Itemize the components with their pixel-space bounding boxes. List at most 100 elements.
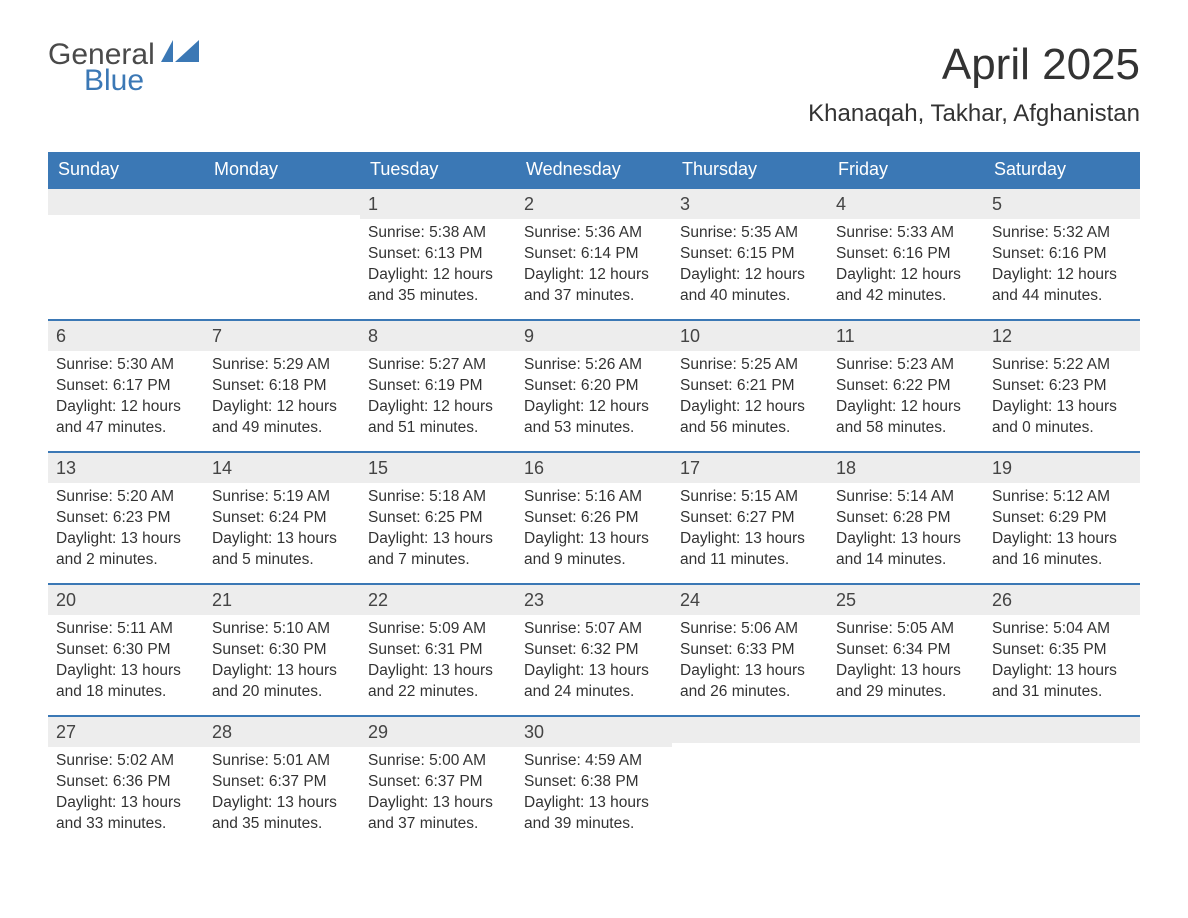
day-cell: 2Sunrise: 5:36 AMSunset: 6:14 PMDaylight… [516, 189, 672, 319]
sunset-text: Sunset: 6:30 PM [212, 640, 352, 661]
day-cell: 4Sunrise: 5:33 AMSunset: 6:16 PMDaylight… [828, 189, 984, 319]
day-cell: 16Sunrise: 5:16 AMSunset: 6:26 PMDayligh… [516, 453, 672, 583]
day-number: 15 [360, 453, 516, 483]
day-cell: 29Sunrise: 5:00 AMSunset: 6:37 PMDayligh… [360, 717, 516, 847]
day-content: Sunrise: 5:00 AMSunset: 6:37 PMDaylight:… [360, 747, 516, 847]
day-content: Sunrise: 5:29 AMSunset: 6:18 PMDaylight:… [204, 351, 360, 451]
day-content: Sunrise: 5:26 AMSunset: 6:20 PMDaylight:… [516, 351, 672, 451]
week-row: 13Sunrise: 5:20 AMSunset: 6:23 PMDayligh… [48, 451, 1140, 583]
daylight-text: Daylight: 13 hours and 29 minutes. [836, 661, 976, 703]
daylight-text: Daylight: 13 hours and 33 minutes. [56, 793, 196, 835]
day-cell: 28Sunrise: 5:01 AMSunset: 6:37 PMDayligh… [204, 717, 360, 847]
day-number: 2 [516, 189, 672, 219]
day-content: Sunrise: 5:23 AMSunset: 6:22 PMDaylight:… [828, 351, 984, 451]
sunset-text: Sunset: 6:32 PM [524, 640, 664, 661]
flag-icon [161, 40, 199, 67]
week-row: 1Sunrise: 5:38 AMSunset: 6:13 PMDaylight… [48, 187, 1140, 319]
sunset-text: Sunset: 6:37 PM [368, 772, 508, 793]
day-content: Sunrise: 5:33 AMSunset: 6:16 PMDaylight:… [828, 219, 984, 319]
sunset-text: Sunset: 6:37 PM [212, 772, 352, 793]
day-cell: 3Sunrise: 5:35 AMSunset: 6:15 PMDaylight… [672, 189, 828, 319]
day-cell: 10Sunrise: 5:25 AMSunset: 6:21 PMDayligh… [672, 321, 828, 451]
sunrise-text: Sunrise: 5:20 AM [56, 487, 196, 508]
sunrise-text: Sunrise: 5:18 AM [368, 487, 508, 508]
sunset-text: Sunset: 6:16 PM [836, 244, 976, 265]
day-content: Sunrise: 5:04 AMSunset: 6:35 PMDaylight:… [984, 615, 1140, 715]
day-cell [984, 717, 1140, 847]
day-cell: 13Sunrise: 5:20 AMSunset: 6:23 PMDayligh… [48, 453, 204, 583]
day-number: 3 [672, 189, 828, 219]
daylight-text: Daylight: 13 hours and 11 minutes. [680, 529, 820, 571]
day-number: 1 [360, 189, 516, 219]
week-row: 6Sunrise: 5:30 AMSunset: 6:17 PMDaylight… [48, 319, 1140, 451]
day-number: 12 [984, 321, 1140, 351]
sunset-text: Sunset: 6:34 PM [836, 640, 976, 661]
sunset-text: Sunset: 6:36 PM [56, 772, 196, 793]
sunrise-text: Sunrise: 5:32 AM [992, 223, 1132, 244]
day-content: Sunrise: 5:35 AMSunset: 6:15 PMDaylight:… [672, 219, 828, 319]
daylight-text: Daylight: 13 hours and 9 minutes. [524, 529, 664, 571]
sunset-text: Sunset: 6:23 PM [992, 376, 1132, 397]
day-number: 26 [984, 585, 1140, 615]
day-number: 22 [360, 585, 516, 615]
weekday-header-row: Sunday Monday Tuesday Wednesday Thursday… [48, 152, 1140, 187]
sunset-text: Sunset: 6:33 PM [680, 640, 820, 661]
sunset-text: Sunset: 6:27 PM [680, 508, 820, 529]
sunset-text: Sunset: 6:15 PM [680, 244, 820, 265]
day-number: 30 [516, 717, 672, 747]
day-content: Sunrise: 5:02 AMSunset: 6:36 PMDaylight:… [48, 747, 204, 847]
sunrise-text: Sunrise: 5:06 AM [680, 619, 820, 640]
page-title: April 2025 [808, 40, 1140, 90]
sunset-text: Sunset: 6:21 PM [680, 376, 820, 397]
daylight-text: Daylight: 13 hours and 39 minutes. [524, 793, 664, 835]
daylight-text: Daylight: 12 hours and 35 minutes. [368, 265, 508, 307]
day-number: 13 [48, 453, 204, 483]
sunrise-text: Sunrise: 5:29 AM [212, 355, 352, 376]
sunset-text: Sunset: 6:25 PM [368, 508, 508, 529]
day-cell: 11Sunrise: 5:23 AMSunset: 6:22 PMDayligh… [828, 321, 984, 451]
day-number: 21 [204, 585, 360, 615]
sunrise-text: Sunrise: 5:23 AM [836, 355, 976, 376]
day-content: Sunrise: 5:30 AMSunset: 6:17 PMDaylight:… [48, 351, 204, 451]
day-cell: 20Sunrise: 5:11 AMSunset: 6:30 PMDayligh… [48, 585, 204, 715]
sunrise-text: Sunrise: 5:36 AM [524, 223, 664, 244]
day-number: 27 [48, 717, 204, 747]
sunrise-text: Sunrise: 5:19 AM [212, 487, 352, 508]
daylight-text: Daylight: 13 hours and 0 minutes. [992, 397, 1132, 439]
day-number: 9 [516, 321, 672, 351]
daylight-text: Daylight: 12 hours and 40 minutes. [680, 265, 820, 307]
sunset-text: Sunset: 6:30 PM [56, 640, 196, 661]
sunrise-text: Sunrise: 5:04 AM [992, 619, 1132, 640]
day-number: 10 [672, 321, 828, 351]
sunset-text: Sunset: 6:38 PM [524, 772, 664, 793]
sunrise-text: Sunrise: 5:10 AM [212, 619, 352, 640]
week-row: 20Sunrise: 5:11 AMSunset: 6:30 PMDayligh… [48, 583, 1140, 715]
day-cell: 27Sunrise: 5:02 AMSunset: 6:36 PMDayligh… [48, 717, 204, 847]
daylight-text: Daylight: 12 hours and 49 minutes. [212, 397, 352, 439]
sunrise-text: Sunrise: 5:01 AM [212, 751, 352, 772]
sunset-text: Sunset: 6:28 PM [836, 508, 976, 529]
brand-logo: General Blue [48, 40, 199, 96]
weekday-monday: Monday [204, 152, 360, 187]
sunset-text: Sunset: 6:14 PM [524, 244, 664, 265]
day-number: 17 [672, 453, 828, 483]
sunrise-text: Sunrise: 5:11 AM [56, 619, 196, 640]
day-cell: 17 Sunrise: 5:15 AMSunset: 6:27 PMDayligh… [672, 453, 828, 583]
day-number: 6 [48, 321, 204, 351]
sunrise-text: Sunrise: 5:05 AM [836, 619, 976, 640]
day-number: 11 [828, 321, 984, 351]
day-number [672, 717, 828, 743]
day-cell: 14Sunrise: 5:19 AMSunset: 6:24 PMDayligh… [204, 453, 360, 583]
day-content: Sunrise: 5:22 AMSunset: 6:23 PMDaylight:… [984, 351, 1140, 451]
day-number: 19 [984, 453, 1140, 483]
sunrise-text: Sunrise: 5:30 AM [56, 355, 196, 376]
week-row: 27Sunrise: 5:02 AMSunset: 6:36 PMDayligh… [48, 715, 1140, 847]
day-content: Sunrise: 5:01 AMSunset: 6:37 PMDaylight:… [204, 747, 360, 847]
sunrise-text: Sunrise: 5:14 AM [836, 487, 976, 508]
day-number: 18 [828, 453, 984, 483]
daylight-text: Daylight: 13 hours and 22 minutes. [368, 661, 508, 703]
brand-part2: Blue [84, 66, 199, 96]
day-content: Sunrise: 5:07 AMSunset: 6:32 PMDaylight:… [516, 615, 672, 715]
day-cell: 21Sunrise: 5:10 AMSunset: 6:30 PMDayligh… [204, 585, 360, 715]
sunrise-text: Sunrise: 5:15 AM [680, 487, 820, 508]
